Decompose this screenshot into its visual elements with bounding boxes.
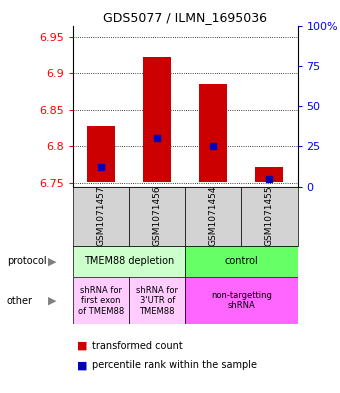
Text: shRNA for
first exon
of TMEM88: shRNA for first exon of TMEM88	[78, 286, 124, 316]
Title: GDS5077 / ILMN_1695036: GDS5077 / ILMN_1695036	[103, 11, 267, 24]
Text: control: control	[224, 256, 258, 266]
Text: percentile rank within the sample: percentile rank within the sample	[92, 360, 257, 371]
Text: ■: ■	[76, 341, 87, 351]
Text: GSM1071457: GSM1071457	[97, 186, 106, 246]
Text: ▶: ▶	[49, 296, 57, 306]
Bar	[87, 126, 115, 182]
Text: transformed count: transformed count	[92, 341, 183, 351]
Text: shRNA for
3'UTR of
TMEM88: shRNA for 3'UTR of TMEM88	[136, 286, 178, 316]
Bar	[185, 277, 298, 324]
Text: non-targetting
shRNA: non-targetting shRNA	[211, 291, 272, 310]
Text: protocol: protocol	[7, 256, 47, 266]
Text: GSM1071456: GSM1071456	[153, 186, 162, 246]
Bar	[73, 246, 185, 277]
Text: TMEM88 depletion: TMEM88 depletion	[84, 256, 174, 266]
Bar	[129, 187, 185, 246]
Bar	[129, 277, 185, 324]
Text: GSM1071455: GSM1071455	[265, 186, 274, 246]
Bar	[185, 187, 241, 246]
Bar	[199, 84, 227, 182]
Text: other: other	[7, 296, 33, 306]
Bar	[73, 187, 129, 246]
Bar	[73, 277, 129, 324]
Bar	[241, 187, 298, 246]
Bar	[255, 167, 284, 182]
Bar	[185, 246, 298, 277]
Text: ▶: ▶	[49, 256, 57, 266]
Bar	[143, 57, 171, 182]
Text: ■: ■	[76, 360, 87, 371]
Text: GSM1071454: GSM1071454	[209, 186, 218, 246]
